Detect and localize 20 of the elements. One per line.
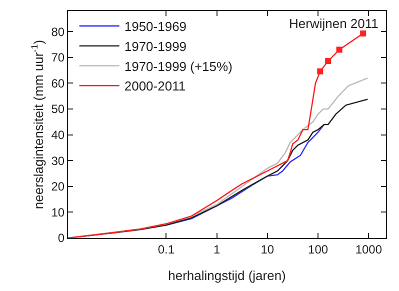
y-tick-label: 70 xyxy=(51,50,65,65)
legend-label: 1970-1999 (+15%) xyxy=(124,58,232,74)
y-tick-label: 30 xyxy=(51,154,65,168)
legend-label: 1950-1969 xyxy=(124,19,187,34)
x-tick-label: 10 xyxy=(260,242,274,256)
annotation: Herwijnen 2011 xyxy=(289,16,378,31)
x-tick-label: 1000 xyxy=(355,242,382,256)
y-tick-label: 50 xyxy=(51,102,65,116)
x-axis-title: herhalingstijd (jaren) xyxy=(168,268,286,283)
y-tick-label: 80 xyxy=(51,24,65,39)
x-tick-label: 1 xyxy=(213,242,220,256)
y-tick-label: 20 xyxy=(51,180,65,194)
x-tick-label: 0.1 xyxy=(158,242,175,256)
y-tick-label: 40 xyxy=(51,128,65,142)
y-tick-label: 10 xyxy=(51,205,65,220)
y-tick-label: 0 xyxy=(58,231,65,246)
legend-label: 1970-1999 xyxy=(124,38,187,54)
x-tick-label: 100 xyxy=(308,242,328,256)
y-tick-label: 60 xyxy=(51,76,65,90)
legend-label: 2000-2011 xyxy=(124,78,186,94)
